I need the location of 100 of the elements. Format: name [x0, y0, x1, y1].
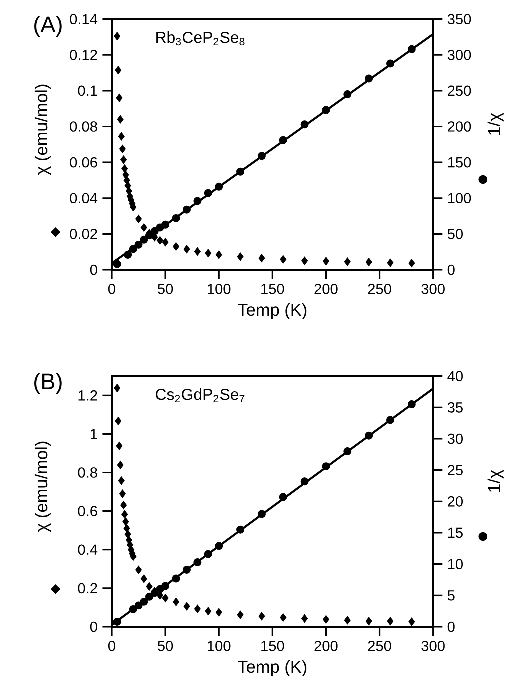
point [129, 245, 138, 254]
point [140, 236, 148, 244]
x-tick-label: 50 [158, 641, 173, 652]
x-tick-label: 300 [422, 284, 445, 294]
y2-tick-label: 20 [448, 496, 463, 507]
chart-title: (A) [34, 16, 62, 38]
point [121, 510, 128, 519]
y-tick-label: 0 [90, 264, 98, 276]
point [135, 214, 142, 224]
point [172, 214, 180, 222]
x-tick-label: 200 [314, 284, 338, 294]
y-tick-label: 0.06 [70, 157, 98, 168]
point [182, 566, 191, 574]
point [322, 106, 330, 114]
point [216, 250, 222, 260]
y2-tick-label: 150 [448, 157, 471, 168]
point [194, 247, 201, 256]
point [204, 607, 212, 616]
point [280, 613, 286, 622]
y2-tick-label: 15 [448, 528, 463, 538]
point [172, 574, 180, 583]
point [258, 152, 266, 160]
point [162, 238, 169, 247]
x-tick-label: 150 [261, 641, 284, 652]
point [366, 258, 372, 267]
point [364, 74, 373, 83]
point [184, 245, 190, 254]
point [172, 242, 180, 251]
point [386, 60, 394, 68]
y2-tick-label: 250 [448, 86, 471, 96]
point [134, 240, 143, 249]
point [114, 32, 120, 41]
point [124, 524, 130, 533]
point [126, 186, 132, 196]
point [344, 258, 351, 266]
point [124, 530, 132, 539]
y2-tick-label: 30 [448, 434, 463, 444]
point [300, 478, 309, 486]
point [117, 115, 124, 124]
point [114, 384, 120, 393]
point [145, 232, 154, 240]
point [214, 182, 223, 191]
y2-tick-label: 10 [448, 559, 463, 570]
y2-axis-title: 1/χ [488, 470, 504, 492]
y2-tick-label: 50 [448, 229, 463, 240]
y2-tick-label: 35 [448, 402, 463, 413]
y2-tick-label: 5 [448, 590, 455, 601]
y-tick-label: 0 [90, 622, 98, 632]
point [194, 197, 202, 206]
point [129, 605, 138, 614]
point [386, 416, 394, 424]
x-tick-label: 300 [422, 641, 445, 652]
point [300, 120, 309, 129]
point [122, 518, 130, 526]
x-axis-title: Temp (K) [238, 660, 306, 677]
point [236, 526, 244, 534]
y-tick-label: 0.6 [78, 506, 98, 516]
point [115, 417, 122, 426]
chart-title: (B) [34, 373, 62, 394]
point [344, 616, 351, 625]
point [146, 582, 153, 591]
point [115, 66, 122, 75]
point [172, 598, 180, 606]
x-tick-label: 100 [208, 641, 231, 652]
point [161, 220, 170, 229]
x-tick-label: 250 [368, 284, 392, 294]
point [194, 558, 202, 566]
point [408, 400, 416, 409]
point [119, 144, 126, 154]
point [134, 602, 143, 610]
y2-tick-label: 350 [448, 14, 471, 25]
x-tick-label: 0 [108, 284, 116, 294]
point [258, 510, 266, 518]
point [182, 206, 191, 214]
point [120, 156, 127, 164]
y-tick-label: 0.04 [70, 193, 98, 204]
x-tick-label: 50 [158, 284, 173, 294]
point [214, 542, 223, 550]
y2-axis-title: 1/χ [488, 113, 504, 136]
x-tick-label: 0 [108, 641, 116, 652]
y2-tick-label: 300 [448, 50, 471, 60]
point [237, 610, 244, 620]
point [161, 582, 170, 590]
y-axis-title: χ (emu/mol) [34, 84, 51, 176]
point [118, 476, 125, 486]
y-tick-label: 0.2 [78, 583, 98, 594]
annotation: Rb$_{3}$CeP$_{2}$Se$_{8}$ [156, 32, 245, 46]
x-axis-title: Temp (K) [238, 303, 306, 320]
y-tick-label: 0.8 [78, 468, 98, 478]
point [237, 252, 244, 262]
point [150, 227, 159, 236]
point [124, 250, 132, 259]
y-tick-label: 0.12 [70, 50, 98, 60]
point [408, 259, 415, 268]
point [117, 460, 124, 470]
point [119, 490, 126, 498]
y-tick-label: 0.1 [78, 86, 98, 96]
y2-tick-label: 25 [448, 465, 463, 476]
point [279, 136, 288, 144]
y2-tick-label: 0 [448, 264, 455, 276]
